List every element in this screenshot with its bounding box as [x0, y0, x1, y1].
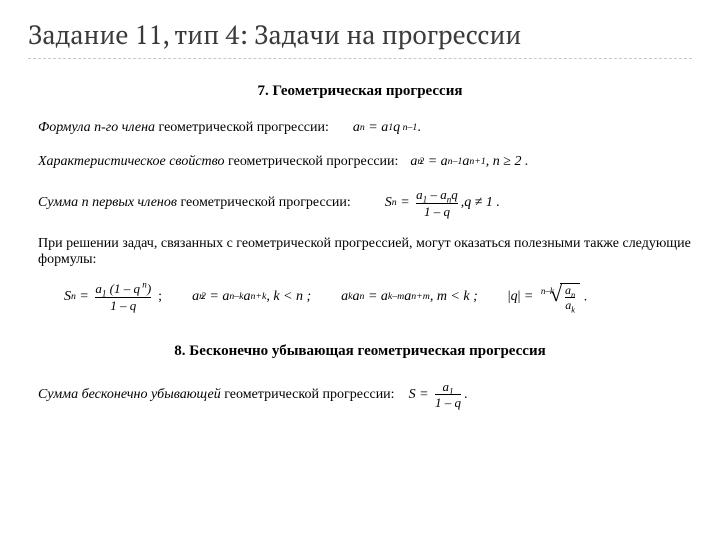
- formula-sum-n: Sn = a1 – anq 1 – q: [385, 188, 461, 218]
- line-nth-term: Формула n-го члена геометрической прогре…: [28, 120, 692, 136]
- page-title: Задание 11, тип 4: Задачи на прогрессии: [28, 18, 692, 52]
- formula-infinite-sum: S = a1 1 – q: [409, 380, 464, 410]
- sumn-prefix: Сумма n первых членов: [38, 195, 177, 210]
- section-7-heading: 7. Геометрическая прогрессия: [28, 83, 692, 100]
- inf-tail: .: [464, 387, 468, 403]
- page: Задание 11, тип 4: Задачи на прогрессии …: [0, 0, 720, 540]
- formula-nth-term: an = a1q n–1.: [353, 120, 421, 136]
- line-infinite-sum: Сумма бесконечно убывающей геометрическо…: [28, 380, 692, 410]
- inf-rest: геометрической прогрессии:: [221, 387, 395, 402]
- formula-characteristic: an2 = an–1an+1: [410, 154, 485, 170]
- char-prefix: Характеристическое свойство: [38, 154, 225, 169]
- line-characteristic: Характеристическое свойство геометрическ…: [28, 154, 692, 170]
- formula-absq: |q| = n–k √ an ak .: [508, 283, 587, 312]
- nth-term-prefix: Формула n-го члена: [38, 120, 155, 135]
- section-8-heading: 8. Бесконечно убывающая геометрическая п…: [28, 343, 692, 360]
- inf-prefix: Сумма бесконечно убывающей: [38, 387, 221, 402]
- formula-row: Sn = a1 (1 – q n) 1 – q ; an2 = an–kan+k…: [28, 282, 692, 312]
- formula-sn-alt: Sn = a1 (1 – q n) 1 – q ;: [64, 282, 162, 312]
- formula-ank: an2 = an–kan+k, k < n ;: [192, 289, 311, 305]
- title-rule: [28, 58, 692, 59]
- formula-akan: akan = ak–man+m, m < k ;: [341, 289, 478, 305]
- nth-term-rest: геометрической прогрессии:: [155, 120, 329, 135]
- line-sum-n: Сумма n первых членов геометрической про…: [28, 188, 692, 218]
- char-rest: геометрической прогрессии:: [225, 154, 399, 169]
- char-tail: , n ≥ 2 .: [486, 154, 529, 170]
- sumn-rest: геометрической прогрессии:: [177, 195, 351, 210]
- sumn-tail2: q ≠ 1 .: [464, 195, 500, 211]
- useful-formulas-note: При решении задач, связанных с геометрич…: [28, 236, 692, 268]
